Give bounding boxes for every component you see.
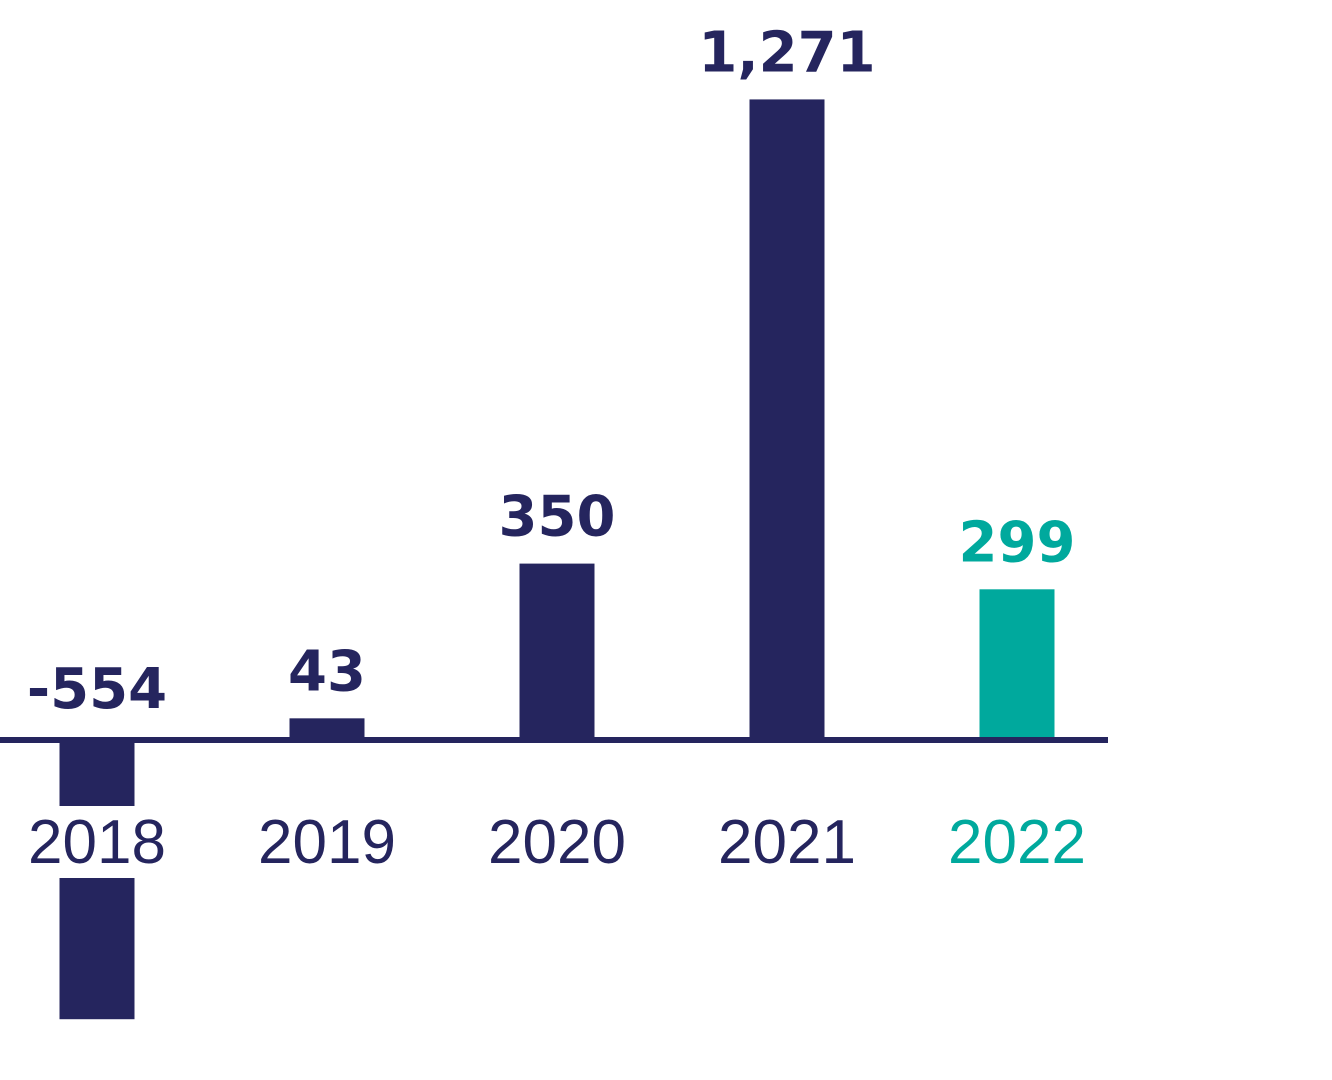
value-label-2022: 299 (959, 510, 1076, 575)
value-label-2020: 350 (499, 485, 616, 550)
tick-label-2021: 2021 (718, 808, 856, 877)
bar-2018 (59, 740, 135, 1020)
tick-label-2022: 2022 (948, 808, 1086, 877)
value-label-2018: -554 (27, 657, 167, 722)
bar-2019 (289, 718, 365, 740)
tick-label-2020: 2020 (488, 808, 626, 877)
bar-2020 (519, 563, 595, 740)
tick-label-2018: 2018 (28, 808, 166, 877)
bar-2022 (979, 589, 1055, 740)
tick-label-2019: 2019 (258, 808, 396, 877)
tick-label-background (57, 806, 137, 878)
bar-2021 (749, 99, 825, 740)
value-label-2019: 43 (288, 639, 366, 704)
value-label-2021: 1,271 (698, 20, 875, 85)
